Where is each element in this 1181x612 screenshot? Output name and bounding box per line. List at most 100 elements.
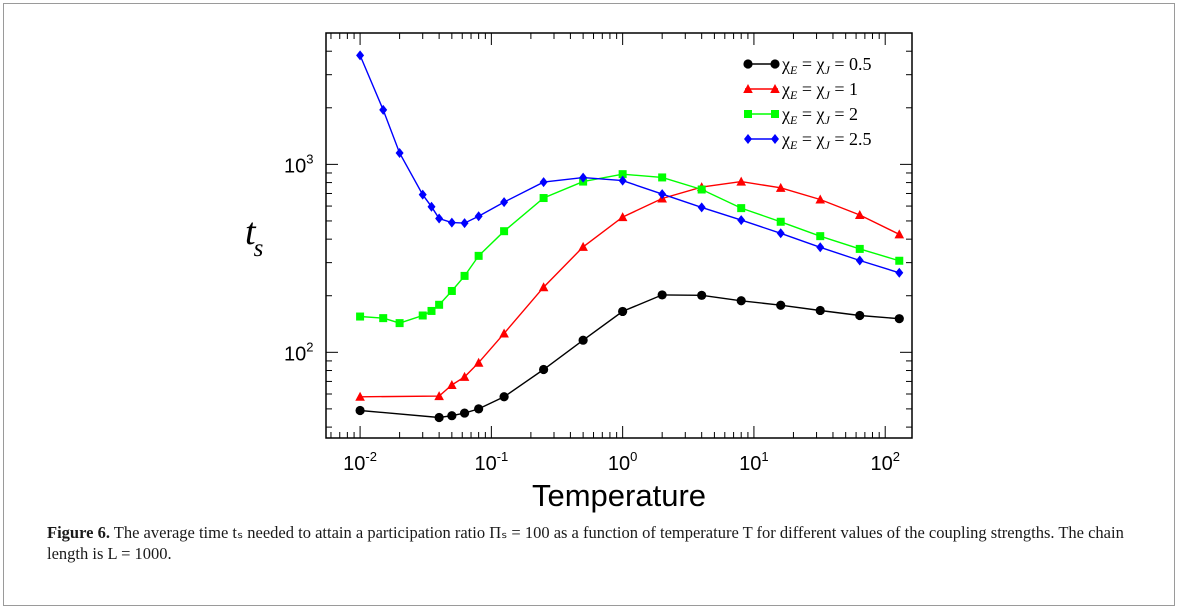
data-point xyxy=(356,312,365,321)
data-point xyxy=(539,364,549,375)
y-tick-label: 102 xyxy=(284,339,313,365)
data-point xyxy=(500,197,509,208)
data-point xyxy=(395,319,404,328)
series-line xyxy=(360,180,900,398)
x-axis-label: Temperature xyxy=(532,478,706,513)
legend-label: χE = χJ = 1 xyxy=(781,79,858,102)
legend-label: χE = χJ = 2.5 xyxy=(781,129,871,152)
data-point xyxy=(500,227,509,236)
x-tick-label: 101 xyxy=(739,449,768,475)
data-point xyxy=(618,306,628,317)
legend-item: χE = χJ = 2 xyxy=(744,104,858,127)
data-point xyxy=(697,185,706,194)
legend-item: χE = χJ = 1 xyxy=(743,79,858,102)
data-point xyxy=(418,311,427,320)
legend-item: χE = χJ = 0.5 xyxy=(743,54,871,77)
data-point xyxy=(427,201,436,212)
data-point xyxy=(578,241,588,251)
data-point xyxy=(539,177,548,188)
data-point xyxy=(816,242,825,253)
data-point xyxy=(447,379,457,389)
data-point xyxy=(538,282,549,292)
legend-marker xyxy=(744,110,752,118)
data-point xyxy=(355,391,365,401)
data-point xyxy=(776,217,785,226)
legend-marker xyxy=(744,134,752,144)
x-tick-label: 10-2 xyxy=(343,449,377,475)
legend-marker xyxy=(770,59,780,69)
data-point xyxy=(459,408,470,418)
data-point xyxy=(697,290,707,300)
data-point xyxy=(855,310,865,321)
legend-marker xyxy=(771,110,779,118)
series-group xyxy=(355,50,905,423)
series-1 xyxy=(355,290,904,423)
series-line xyxy=(360,294,900,419)
data-point xyxy=(736,296,746,306)
legend-marker xyxy=(770,84,780,93)
data-point xyxy=(894,229,905,239)
data-point xyxy=(578,335,588,345)
data-point xyxy=(617,212,628,222)
data-point xyxy=(460,271,469,280)
x-tick-label: 102 xyxy=(870,449,899,475)
figure-label: Figure 6. xyxy=(47,523,110,542)
data-point xyxy=(775,182,786,192)
data-point xyxy=(499,392,509,402)
data-point xyxy=(356,50,365,61)
y-tick-label: 103 xyxy=(284,151,313,177)
data-point xyxy=(435,300,444,309)
data-point xyxy=(657,290,667,300)
legend: χE = χJ = 0.5χE = χJ = 1χE = χJ = 2χE = … xyxy=(743,54,871,152)
data-point xyxy=(473,357,484,367)
data-point xyxy=(355,405,365,416)
data-point xyxy=(815,305,825,316)
data-point xyxy=(379,104,388,115)
data-point xyxy=(474,211,483,222)
x-tick-label: 10-1 xyxy=(474,449,508,475)
data-point xyxy=(460,218,469,229)
data-point xyxy=(815,194,826,204)
data-point xyxy=(379,314,388,323)
data-point xyxy=(737,215,746,226)
data-point xyxy=(854,209,865,219)
data-point xyxy=(895,267,904,278)
data-point xyxy=(894,314,904,324)
data-point xyxy=(435,213,444,224)
data-point xyxy=(434,412,444,423)
figure-caption: Figure 6. The average time tₛ needed to … xyxy=(47,522,1147,564)
data-point xyxy=(697,202,706,213)
data-point xyxy=(658,173,667,182)
x-tick-labels: 10-2 10-1 100 101 102 xyxy=(343,449,900,475)
data-point xyxy=(474,404,484,414)
data-point xyxy=(447,217,456,228)
legend-marker xyxy=(771,134,779,144)
series-2 xyxy=(355,176,905,401)
axis-ticks xyxy=(326,32,912,438)
legend-marker xyxy=(743,59,753,69)
legend-label: χE = χJ = 2 xyxy=(781,104,858,127)
data-point xyxy=(618,170,627,179)
data-point xyxy=(618,175,627,186)
data-point xyxy=(816,232,825,241)
data-point xyxy=(427,306,436,315)
data-point xyxy=(418,189,427,200)
data-point xyxy=(579,172,588,183)
legend-label: χE = χJ = 0.5 xyxy=(781,54,871,77)
x-tick-label: 100 xyxy=(608,449,637,475)
figure-frame xyxy=(3,3,1175,606)
data-point xyxy=(395,147,404,158)
plot-area xyxy=(325,32,913,439)
data-point xyxy=(447,411,457,421)
data-point xyxy=(474,251,483,260)
legend-marker xyxy=(743,84,753,93)
data-point xyxy=(499,328,509,338)
data-point xyxy=(434,391,444,401)
data-point xyxy=(776,300,786,310)
legend-item: χE = χJ = 2.5 xyxy=(744,129,871,152)
series-4 xyxy=(356,50,904,278)
data-point xyxy=(895,256,904,265)
data-point xyxy=(737,204,746,213)
series-3 xyxy=(356,170,904,328)
